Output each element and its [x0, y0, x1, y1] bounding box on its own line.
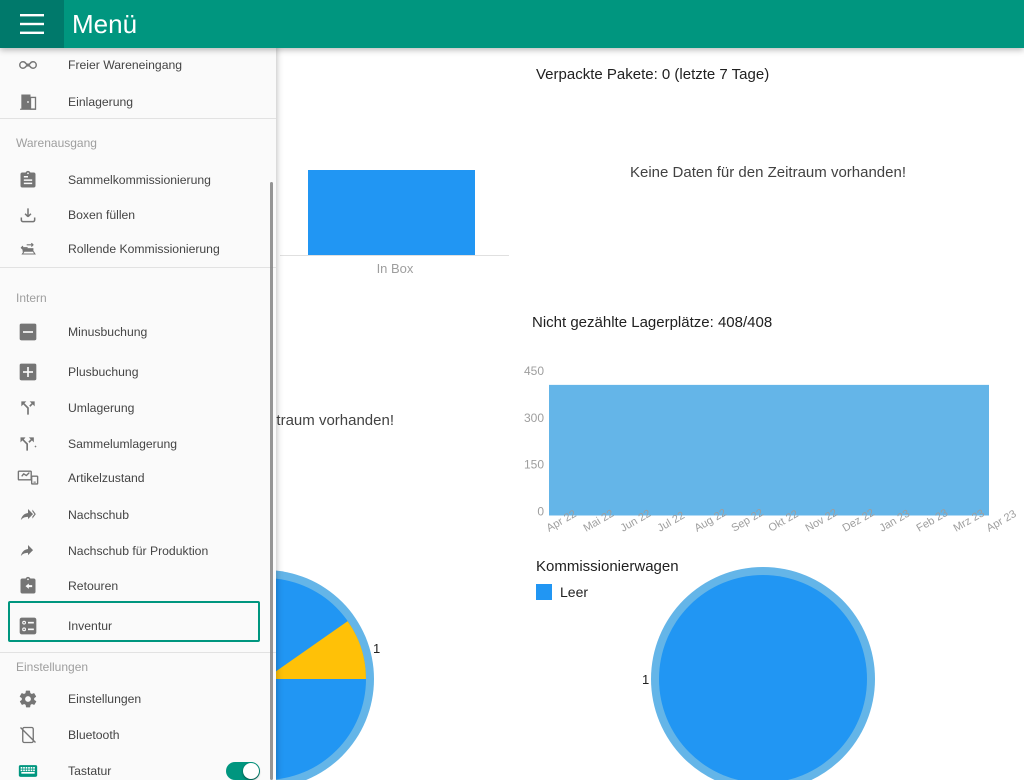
- svg-text:Apr 23: Apr 23: [985, 508, 1019, 534]
- svg-text:150: 150: [524, 458, 544, 472]
- svg-text:1: 1: [373, 641, 380, 656]
- svg-text:450: 450: [524, 364, 544, 378]
- svg-text:1: 1: [642, 672, 649, 687]
- svg-text:300: 300: [524, 411, 544, 425]
- svg-text:0: 0: [537, 505, 544, 519]
